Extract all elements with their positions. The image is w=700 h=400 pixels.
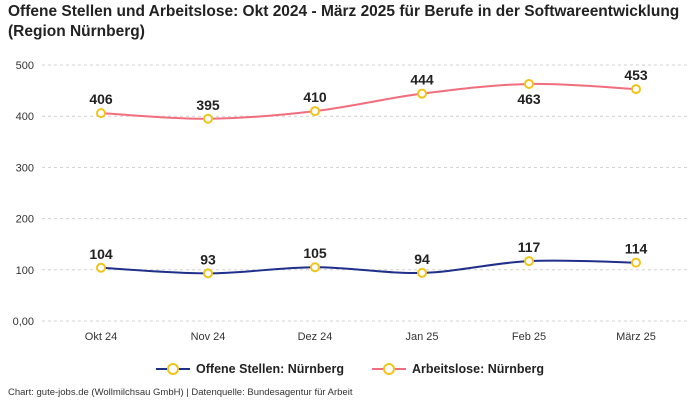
data-label: 93 xyxy=(200,251,216,267)
y-tick-label: 200 xyxy=(16,214,34,226)
x-tick-label: Okt 24 xyxy=(85,331,117,343)
y-tick-label: 400 xyxy=(16,111,34,123)
data-point[interactable] xyxy=(96,262,106,273)
data-point[interactable] xyxy=(96,108,106,119)
data-label: 105 xyxy=(303,245,327,261)
x-tick-label: Feb 25 xyxy=(512,331,546,343)
x-tick-label: März 25 xyxy=(616,331,656,343)
data-point[interactable] xyxy=(631,84,641,95)
legend-swatch-arbeitslose xyxy=(371,363,406,375)
data-label: 395 xyxy=(196,97,220,113)
data-label: 114 xyxy=(625,241,648,257)
data-point[interactable] xyxy=(203,113,213,124)
data-labels: 104 93 105 94 117 114 406 395 410 444 463 453 xyxy=(89,67,648,267)
series-line-0 xyxy=(100,259,637,275)
series-lines xyxy=(100,82,637,275)
x-tick-label: Nov 24 xyxy=(191,331,226,343)
chart-title: Offene Stellen und Arbeitslose: Okt 2024… xyxy=(8,3,680,40)
data-point[interactable] xyxy=(310,106,320,117)
data-label: 104 xyxy=(89,246,113,262)
series-markers xyxy=(96,78,641,279)
y-tick-label: 300 xyxy=(16,162,34,174)
x-axis-ticks: Okt 24 Nov 24 Dez 24 Jan 25 Feb 25 März 25 xyxy=(85,331,656,343)
data-point[interactable] xyxy=(310,262,320,273)
legend-swatch-offene-stellen xyxy=(156,363,191,375)
x-tick-label: Dez 24 xyxy=(298,331,333,343)
data-point[interactable] xyxy=(203,268,213,279)
y-axis-ticks: 0,00 100 200 300 400 500 xyxy=(13,60,34,328)
data-label: 406 xyxy=(89,91,113,107)
data-point[interactable] xyxy=(631,257,641,268)
data-label: 410 xyxy=(303,89,327,105)
source-credit: Chart: gute-jobs.de (Wollmilchsau GmbH) … xyxy=(8,387,353,398)
legend: Offene Stellen: Nürnberg Arbeitslose: Nü… xyxy=(0,362,700,376)
grid-layer xyxy=(42,64,690,322)
data-point[interactable] xyxy=(524,78,534,89)
data-label: 444 xyxy=(410,72,434,88)
data-point[interactable] xyxy=(417,88,427,99)
series-line-1 xyxy=(100,82,637,120)
y-tick-label: 500 xyxy=(16,60,34,72)
data-point[interactable] xyxy=(524,256,534,267)
legend-item-arbeitslose[interactable]: Arbeitslose: Nürnberg xyxy=(371,362,544,376)
data-label: 94 xyxy=(414,251,430,267)
legend-label-offene-stellen: Offene Stellen: Nürnberg xyxy=(196,362,344,376)
data-point[interactable] xyxy=(417,267,427,278)
data-label: 463 xyxy=(517,91,541,107)
x-tick-label: Jan 25 xyxy=(405,331,438,343)
y-tick-label: 100 xyxy=(16,265,34,277)
data-label: 453 xyxy=(624,67,648,83)
legend-item-offene-stellen[interactable]: Offene Stellen: Nürnberg xyxy=(156,362,344,376)
y-tick-label: 0,00 xyxy=(13,316,34,328)
legend-label-arbeitslose: Arbeitslose: Nürnberg xyxy=(411,362,544,376)
data-label: 117 xyxy=(518,239,541,255)
